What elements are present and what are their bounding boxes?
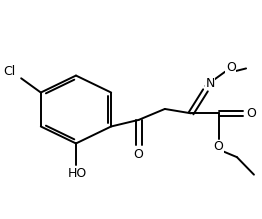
Text: O: O [134, 148, 144, 161]
Text: HO: HO [68, 166, 87, 180]
Text: O: O [214, 140, 223, 153]
Text: O: O [246, 107, 256, 120]
Text: N: N [205, 77, 215, 90]
Text: Cl: Cl [3, 65, 15, 78]
Text: O: O [226, 61, 236, 74]
